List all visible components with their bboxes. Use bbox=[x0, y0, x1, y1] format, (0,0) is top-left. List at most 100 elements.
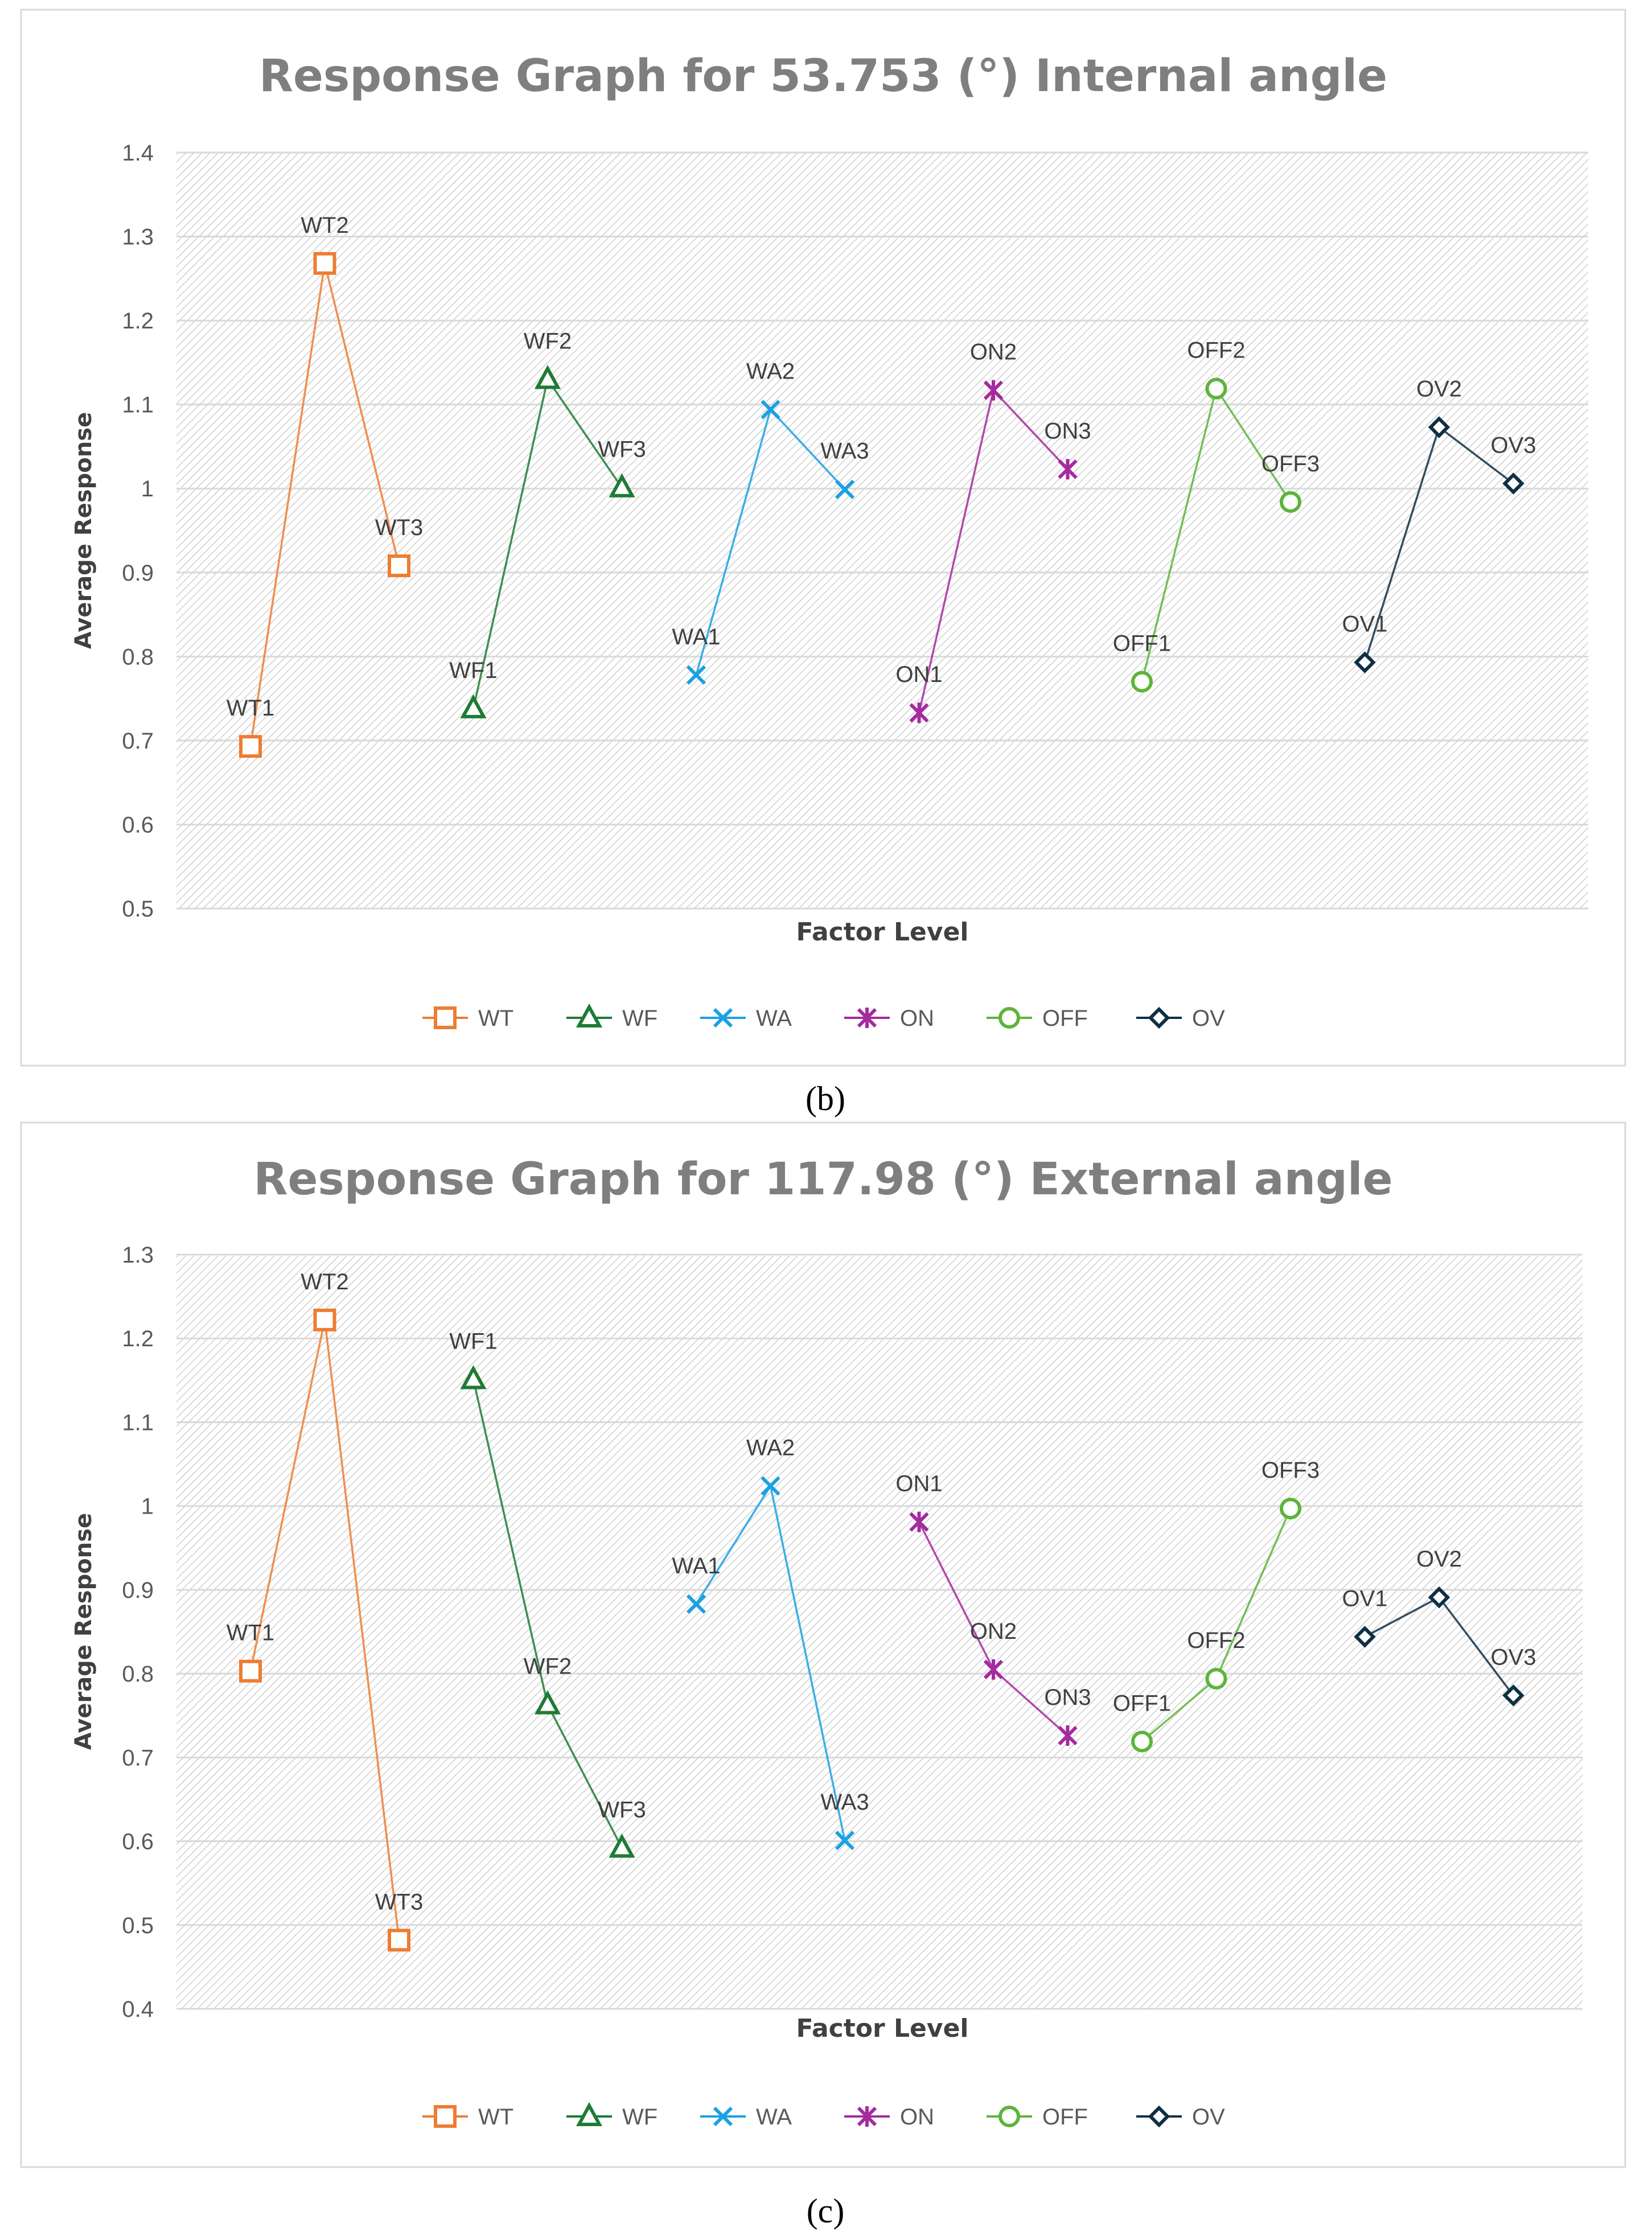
legend-label: WT bbox=[478, 2105, 513, 2130]
legend-label: WF bbox=[622, 2105, 657, 2130]
data-point bbox=[686, 665, 706, 685]
data-point bbox=[1502, 1684, 1524, 1707]
y-tick-label: 1.2 bbox=[122, 309, 154, 334]
data-series: WT1 WT2 WT3 WF1 WF2 WF3 WA1 WA2 WA3 ON1 ON2 ON3 OFF1… bbox=[227, 1269, 1536, 1952]
data-point bbox=[1131, 671, 1153, 693]
chart-panel-c: Response Graph for 117.98 (°) External a… bbox=[20, 1121, 1626, 2168]
x-axis-label: Factor Level bbox=[796, 2014, 968, 2043]
y-tick-label: 0.8 bbox=[122, 1662, 154, 1687]
legend-marker bbox=[434, 1006, 457, 1029]
data-point bbox=[609, 1834, 635, 1858]
data-point bbox=[1058, 1725, 1078, 1746]
data-label: OFF2 bbox=[1187, 338, 1245, 363]
data-label: ON3 bbox=[1044, 1685, 1091, 1710]
gridlines bbox=[176, 151, 1588, 910]
plot-area bbox=[176, 1255, 1583, 2009]
y-tick-label: 0.4 bbox=[122, 1997, 154, 2022]
y-axis-ticks: 0.4 0.5 0.6 0.7 0.8 0.9 1 1.1 1.2 1.3 bbox=[122, 1243, 154, 2022]
y-tick-label: 0.6 bbox=[122, 812, 154, 837]
y-tick-label: 0.7 bbox=[122, 729, 154, 754]
data-label: WF3 bbox=[598, 437, 646, 462]
data-label: WT2 bbox=[301, 213, 348, 238]
legend-marker bbox=[1148, 2105, 1170, 2128]
series-off: OFF1 OFF2 OFF3 bbox=[1113, 338, 1320, 693]
data-point bbox=[534, 1690, 561, 1715]
data-label: WA2 bbox=[746, 1435, 795, 1460]
data-point bbox=[388, 554, 410, 577]
data-label: ON2 bbox=[970, 1619, 1017, 1644]
data-point bbox=[239, 735, 262, 758]
y-tick-label: 0.9 bbox=[122, 1578, 154, 1603]
series-wa: WA1 WA2 WA3 bbox=[672, 359, 869, 685]
legend: WT WF WA ON OFF OV bbox=[422, 2102, 1225, 2130]
data-point bbox=[686, 1594, 706, 1614]
data-point bbox=[1058, 459, 1078, 480]
y-tick-label: 1 bbox=[141, 476, 154, 502]
plot-area bbox=[176, 153, 1588, 909]
series-wt: WT1 WT2 WT3 bbox=[227, 213, 423, 758]
data-label: OFF2 bbox=[1187, 1628, 1245, 1653]
legend-label: WA bbox=[756, 2105, 792, 2130]
y-tick-label: 1.2 bbox=[122, 1326, 154, 1351]
legend-item-wf: WF bbox=[566, 2102, 657, 2130]
data-label: WA2 bbox=[746, 359, 795, 384]
data-label: WA1 bbox=[672, 1553, 720, 1579]
data-point bbox=[534, 365, 561, 389]
data-point bbox=[609, 473, 635, 498]
y-tick-label: 1.3 bbox=[122, 225, 154, 250]
legend: WT WF WA ON OFF OV bbox=[422, 1003, 1225, 1031]
data-point bbox=[313, 252, 336, 275]
data-point bbox=[239, 1659, 262, 1683]
data-label: WT1 bbox=[227, 696, 274, 721]
data-point bbox=[1354, 651, 1376, 673]
data-label: OV3 bbox=[1490, 433, 1536, 458]
data-label: WT2 bbox=[301, 1269, 348, 1294]
y-tick-label: 0.7 bbox=[122, 1745, 154, 1770]
y-tick-label: 1 bbox=[141, 1494, 154, 1519]
legend-marker bbox=[998, 1007, 1020, 1029]
legend-label: WF bbox=[622, 1006, 657, 1031]
legend-marker bbox=[1148, 1006, 1170, 1029]
legend-marker bbox=[713, 1008, 733, 1028]
y-tick-label: 0.6 bbox=[122, 1830, 154, 1855]
data-label: WF2 bbox=[524, 1654, 572, 1679]
data-label: WT1 bbox=[227, 1621, 274, 1646]
data-point bbox=[761, 400, 780, 420]
data-label: OV2 bbox=[1416, 1547, 1462, 1572]
data-label: OFF1 bbox=[1113, 1691, 1171, 1716]
legend-marker bbox=[998, 2106, 1020, 2127]
data-label: OV3 bbox=[1490, 1645, 1536, 1670]
y-tick-label: 1.4 bbox=[122, 141, 154, 166]
data-point bbox=[460, 694, 487, 718]
data-point bbox=[983, 380, 1004, 401]
y-tick-label: 0.5 bbox=[122, 1913, 154, 1938]
data-point bbox=[1280, 1498, 1301, 1520]
data-label: WA3 bbox=[820, 1790, 869, 1815]
legend-label: OFF bbox=[1042, 2105, 1088, 2130]
data-label: WA1 bbox=[672, 624, 720, 650]
legend-item-off: OFF bbox=[987, 1006, 1088, 1031]
legend-marker bbox=[434, 2105, 457, 2128]
caption-b: (b) bbox=[806, 1080, 845, 1117]
data-point bbox=[1205, 377, 1227, 400]
legend-item-wt: WT bbox=[422, 1006, 513, 1031]
y-tick-label: 1.1 bbox=[122, 393, 154, 418]
legend-item-wa: WA bbox=[700, 2105, 792, 2130]
y-axis-label: Average Response bbox=[71, 1513, 97, 1750]
legend-marker bbox=[857, 1008, 877, 1028]
data-label: ON1 bbox=[895, 1472, 942, 1497]
data-label: WF2 bbox=[524, 328, 572, 354]
gridlines bbox=[176, 1253, 1583, 2010]
legend-label: OV bbox=[1192, 2105, 1225, 2130]
y-axis-ticks: 0.5 0.6 0.7 0.8 0.9 1 1.1 1.2 1.3 1.4 bbox=[122, 141, 154, 922]
data-point bbox=[1205, 1667, 1227, 1690]
legend-item-on: ON bbox=[844, 1006, 934, 1031]
data-point bbox=[1354, 1626, 1376, 1648]
legend-marker bbox=[857, 2106, 877, 2127]
data-point bbox=[1502, 472, 1524, 495]
y-tick-label: 0.8 bbox=[122, 644, 154, 669]
data-label: WF1 bbox=[449, 1329, 497, 1354]
series-on: ON1 ON2 ON3 bbox=[895, 340, 1091, 724]
data-label: ON2 bbox=[970, 340, 1017, 365]
